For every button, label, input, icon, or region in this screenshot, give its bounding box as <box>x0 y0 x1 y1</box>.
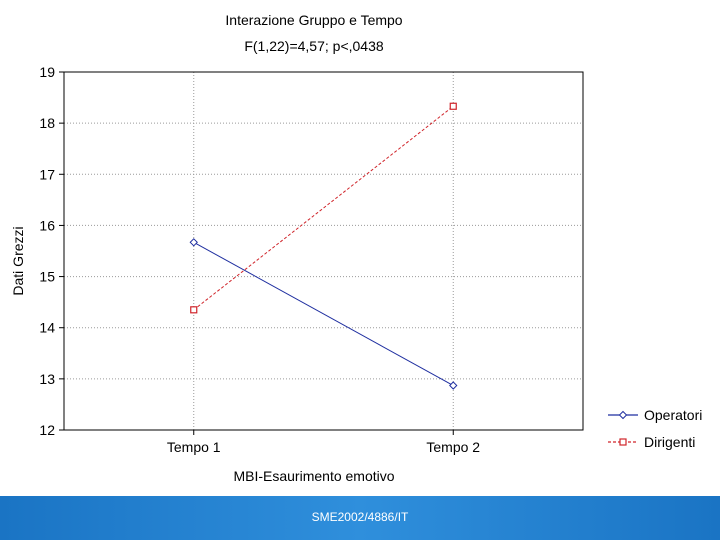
legend-marker-operatori <box>618 410 628 420</box>
chart: Interazione Gruppo e Tempo F(1,22)=4,57;… <box>10 12 702 484</box>
y-tick-label: 18 <box>39 115 55 131</box>
series-group <box>189 102 458 390</box>
y-tick-label: 15 <box>39 269 55 285</box>
x-axis-label: MBI-Esaurimento emotivo <box>233 468 394 484</box>
legend-marker-dirigenti <box>619 438 627 446</box>
data-point-operatori <box>449 381 458 390</box>
legend-label: Dirigenti <box>644 434 695 450</box>
y-tick-label: 19 <box>39 64 55 80</box>
y-axis-label: Dati Grezzi <box>10 226 26 295</box>
y-tick-label: 17 <box>39 166 55 182</box>
grid-lines <box>64 72 583 430</box>
y-axis-ticks: 12 13 14 15 16 17 18 19 <box>39 64 64 438</box>
data-point-operatori <box>189 238 198 247</box>
chart-title: Interazione Gruppo e Tempo <box>225 12 402 28</box>
y-tick-label: 16 <box>39 217 55 233</box>
x-axis-ticks: Tempo 1 Tempo 2 <box>167 430 480 455</box>
footer-text: SME2002/4886/IT <box>311 510 409 524</box>
x-tick-label: Tempo 2 <box>426 439 480 455</box>
series-line-dirigenti <box>193 105 454 311</box>
y-tick-label: 13 <box>39 371 55 387</box>
legend: Operatori Dirigenti <box>608 407 702 450</box>
data-point-dirigenti <box>449 102 457 110</box>
x-tick-label: Tempo 1 <box>167 439 221 455</box>
legend-label: Operatori <box>644 407 702 423</box>
plot-area-frame <box>63 71 584 431</box>
data-point-dirigenti <box>190 306 198 314</box>
series-line-operatori <box>193 241 454 386</box>
y-tick-label: 14 <box>39 320 55 336</box>
chart-subtitle: F(1,22)=4,57; p<,0438 <box>244 38 384 54</box>
y-tick-label: 12 <box>39 422 55 438</box>
footer-bar: SME2002/4886/IT <box>0 496 720 540</box>
